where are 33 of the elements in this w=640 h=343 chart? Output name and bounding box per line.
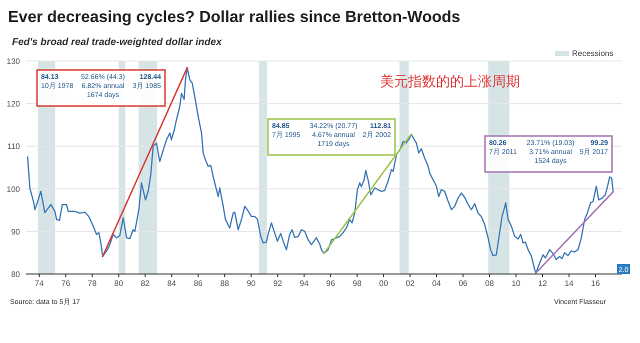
x-tick-label: 76 bbox=[61, 279, 71, 288]
legend-label: Recessions bbox=[572, 49, 614, 58]
x-tick-label: 74 bbox=[34, 279, 44, 288]
chart-title: Ever decreasing cycles? Dollar rallies since Bretton-Woods bbox=[8, 9, 460, 26]
y-tick-label: 100 bbox=[6, 184, 21, 194]
x-tick-label: 10 bbox=[512, 279, 522, 288]
x-tick-label: 02 bbox=[406, 279, 416, 288]
chart-subtitle: Fed's broad real trade-weighted dollar index bbox=[12, 37, 222, 48]
y-tick-label: 90 bbox=[11, 227, 21, 236]
x-tick-label: 06 bbox=[458, 279, 468, 288]
y-tick-label: 110 bbox=[7, 142, 21, 152]
x-tick-label: 96 bbox=[326, 279, 336, 288]
x-tick-label: 82 bbox=[140, 279, 150, 288]
annotation: 美元指数的的上涨周期 bbox=[380, 73, 520, 89]
y-tick-label: 130 bbox=[6, 57, 21, 66]
x-tick-label: 00 bbox=[379, 279, 389, 288]
x-tick-label: 04 bbox=[432, 279, 442, 288]
x-tick-label: 88 bbox=[220, 279, 230, 288]
x-tick-label: 12 bbox=[538, 279, 548, 288]
x-tick-label: 98 bbox=[352, 279, 362, 288]
x-tick-label: 94 bbox=[300, 279, 310, 288]
x-tick-label: 16 bbox=[591, 279, 601, 288]
line-series bbox=[26, 67, 614, 274]
x-tick-label: 08 bbox=[485, 279, 495, 288]
x-tick-label: 84 bbox=[167, 279, 177, 288]
y-tick-label: 80 bbox=[11, 270, 21, 279]
x-tick-label: 78 bbox=[88, 279, 98, 288]
x-tick-label: 14 bbox=[564, 279, 574, 288]
x-tick-label: 86 bbox=[194, 279, 204, 288]
x-tick-label: 92 bbox=[273, 279, 283, 288]
x-tick-label: 90 bbox=[246, 279, 256, 288]
x-tick-label: 80 bbox=[114, 279, 124, 288]
y-tick-label: 120 bbox=[6, 100, 21, 109]
